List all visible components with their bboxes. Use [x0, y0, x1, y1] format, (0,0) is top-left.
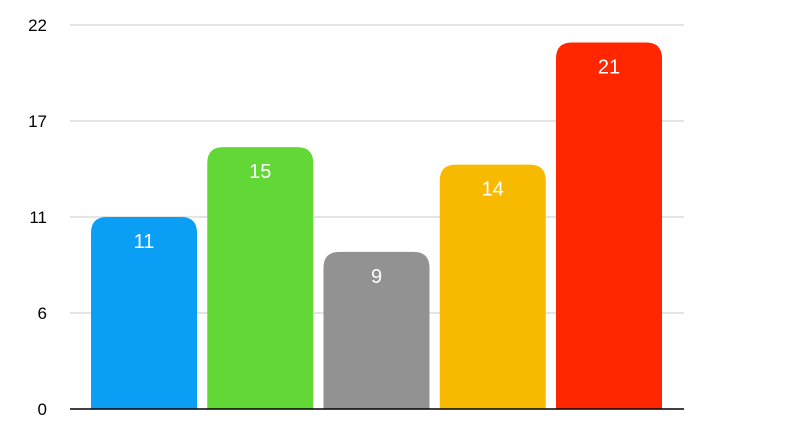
data-labels: 11 15 9 14 21 [134, 56, 621, 287]
y-tick-label: 6 [38, 304, 47, 323]
y-tick-label: 17 [28, 112, 47, 131]
y-tick-label: 11 [29, 208, 47, 227]
bar [556, 42, 662, 410]
bar-value-label: 14 [482, 179, 504, 201]
y-tick-label: 22 [28, 16, 47, 35]
y-tick-label: 0 [38, 400, 47, 419]
bar-value-label: 9 [371, 266, 382, 288]
bar-value-label: 11 [134, 231, 155, 253]
bar-value-label: 21 [598, 56, 620, 78]
bar-value-label: 15 [249, 161, 271, 183]
y-axis-ticks: 0 6 11 17 22 [28, 16, 47, 419]
bar [91, 217, 197, 409]
bar [439, 164, 546, 409]
bars [91, 42, 662, 410]
bar [207, 147, 314, 409]
bar [323, 251, 430, 409]
